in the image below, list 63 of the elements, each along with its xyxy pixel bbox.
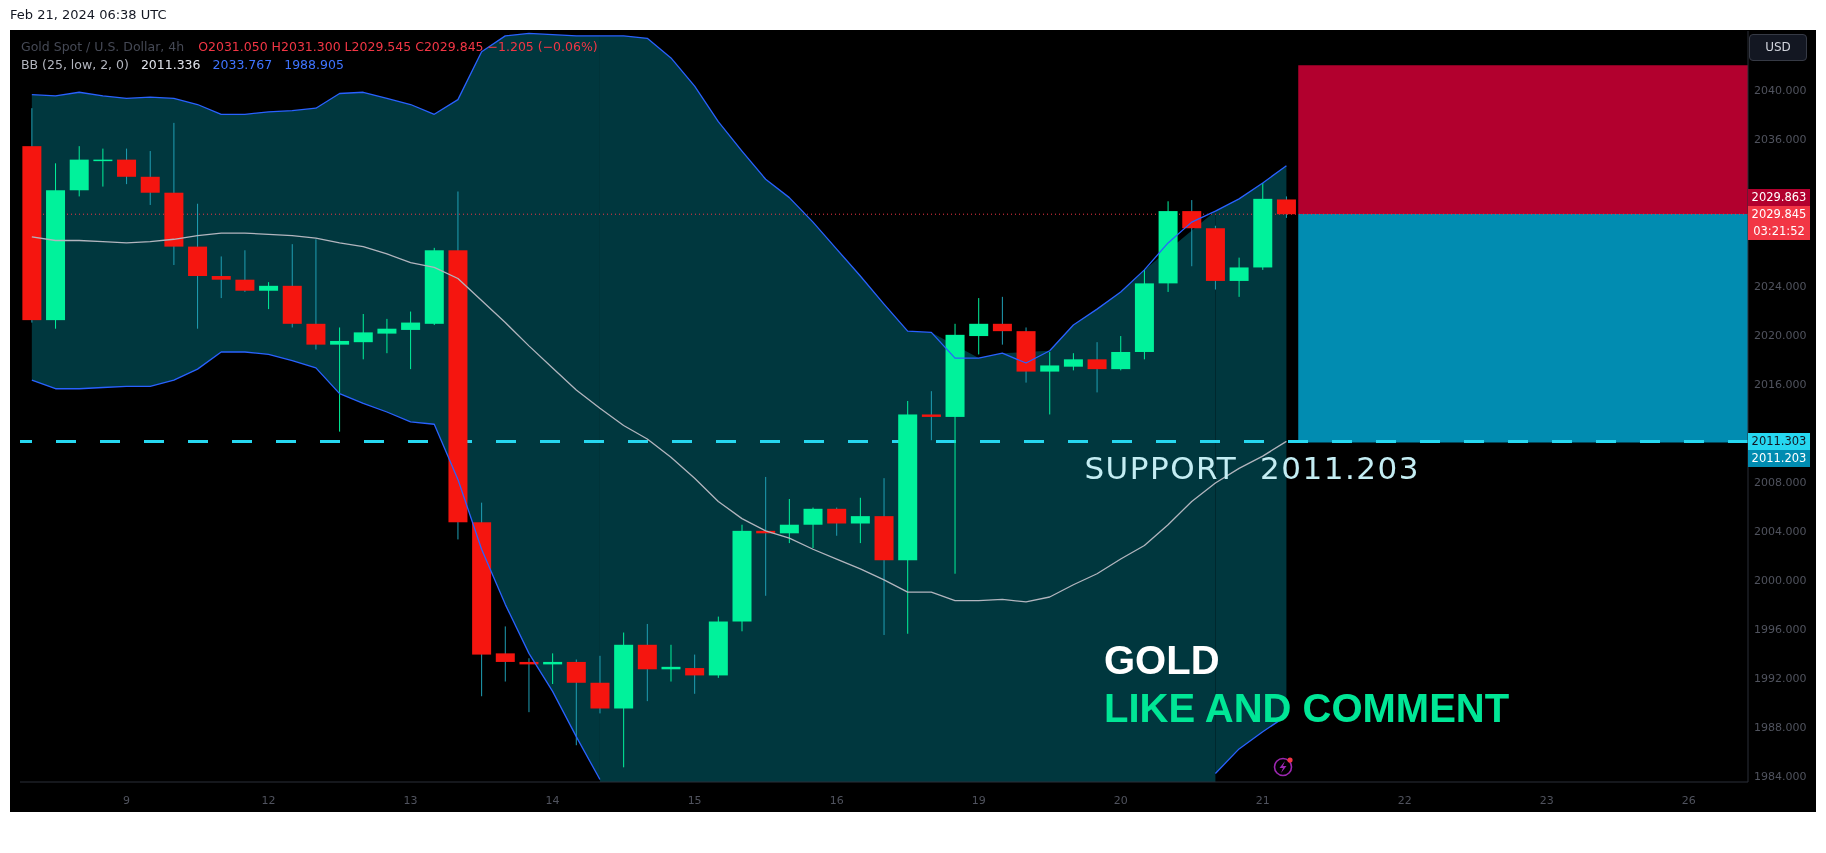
- ref-line-label: 2029.845: [1750, 205, 1808, 223]
- y-tick-label: 2008.000: [1754, 475, 1807, 489]
- x-tick-label: 16: [829, 793, 844, 807]
- candlestick: [235, 249, 255, 293]
- x-tick-label: 19: [971, 793, 986, 807]
- y-tick-label: 2020.000: [1754, 328, 1807, 342]
- annotation: GOLD: [1104, 638, 1220, 682]
- y-tick-label: 1996.000: [1754, 622, 1807, 636]
- candlestick: [566, 658, 586, 746]
- candlestick: [1111, 335, 1131, 371]
- text: BB (25, low, 2, 0): [21, 57, 129, 73]
- candlestick: [353, 313, 373, 360]
- y-tick-label: 2004.000: [1754, 524, 1807, 538]
- annotation: 2033.767: [212, 57, 273, 73]
- annotation: LIKE AND COMMENT: [1104, 686, 1510, 730]
- x-tick-label: 14: [545, 793, 560, 807]
- candlestick: [211, 255, 231, 299]
- candlestick: [969, 297, 989, 355]
- candlestick: [259, 281, 279, 310]
- candlestick: [1182, 199, 1202, 267]
- unit-button: USD: [1749, 34, 1807, 61]
- candlestick: [685, 654, 705, 695]
- text: Gold Spot / U.S. Dollar, 4h: [21, 39, 185, 55]
- x-tick-label: 12: [261, 793, 276, 807]
- x-tick-label: 13: [403, 793, 418, 807]
- annotation: 1988.905: [284, 57, 344, 73]
- candlestick: [921, 390, 941, 441]
- x-tick-label: 23: [1539, 793, 1554, 807]
- x-tick-label: 20: [1113, 793, 1128, 807]
- candlestick: [117, 148, 137, 185]
- x-tick-label: 22: [1397, 793, 1412, 807]
- annotation: O2031.050 H2031.300 L2029.545 C2029.845 −1.205 (−0.06%): [198, 39, 598, 55]
- candlestick: [401, 311, 421, 370]
- y-tick-label: 2040.000: [1754, 83, 1807, 97]
- candlestick: [1229, 257, 1249, 298]
- candlestick: [140, 150, 160, 206]
- y-tick-label: 2000.000: [1754, 573, 1807, 587]
- y-tick-label: 1992.000: [1754, 671, 1807, 685]
- y-tick-label: 2036.000: [1754, 132, 1807, 146]
- x-tick-label: 15: [687, 793, 702, 807]
- candlestick: [992, 296, 1012, 346]
- price-tag: 2029.845 03:21:52: [1748, 205, 1810, 240]
- candlestick: [1040, 351, 1060, 415]
- candlestick: [779, 498, 799, 544]
- candlestick: [377, 318, 397, 354]
- y-tick-label: 2024.000: [1754, 279, 1807, 293]
- candlestick: [495, 625, 515, 683]
- y-tick-label: 1988.000: [1754, 720, 1807, 734]
- candlestick: [850, 497, 870, 544]
- candlestick: [1087, 341, 1107, 393]
- annotation: SUPPORT 2011.203: [1084, 449, 1420, 487]
- annotation: 2011.336: [140, 57, 201, 73]
- x-tick-label: 9: [123, 793, 131, 807]
- x-tick-label: 21: [1255, 793, 1270, 807]
- candlestick: [1276, 195, 1296, 219]
- x-tick-label: 26: [1681, 793, 1696, 807]
- candlestick: [827, 507, 847, 537]
- candlestick: [306, 238, 326, 351]
- y-tick-label: 1984.000: [1754, 769, 1807, 783]
- candlestick: [803, 507, 823, 549]
- text: Feb 21, 2024 06:38 UTC: [10, 7, 167, 22]
- candlestick: [330, 326, 350, 433]
- y-tick-label: 2016.000: [1754, 377, 1807, 391]
